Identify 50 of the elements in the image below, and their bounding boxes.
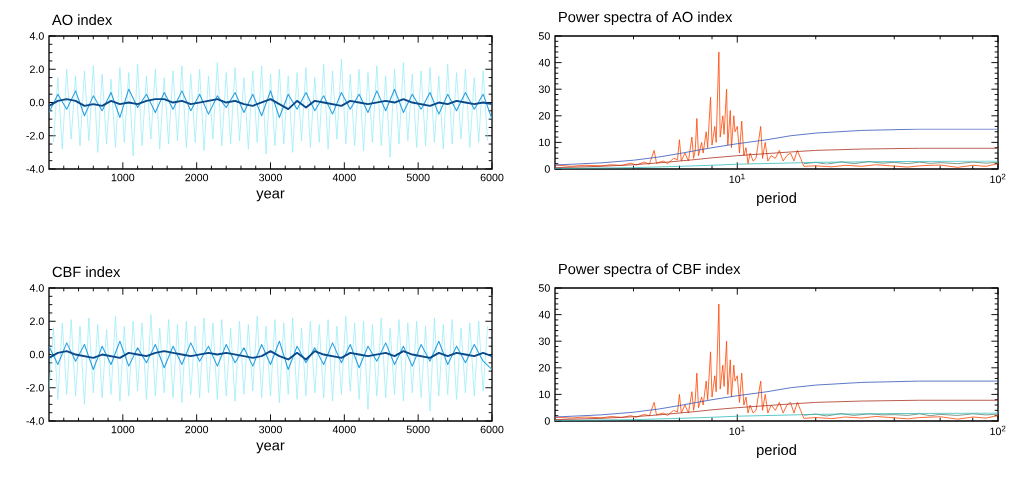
y-tick-label: 4.0 (29, 32, 44, 40)
y-tick-label: 10 (539, 138, 550, 147)
x-axis-title: year (256, 190, 285, 202)
chart-title: AO index (51, 14, 113, 26)
y-tick-label: 50 (538, 32, 550, 40)
y-tick-label: 2.0 (30, 317, 44, 326)
x-axis-title: period (757, 444, 796, 458)
x-tick-label: 1000 (111, 173, 135, 182)
y-tick-label: 30 (538, 337, 550, 345)
x-tick-label: 6000 (480, 425, 504, 434)
y-tick-label: -2.0 (26, 383, 44, 392)
line-series (49, 88, 492, 120)
x-tick-label: 10$^{2}$ (990, 173, 1006, 184)
x-axis-title: year (256, 442, 285, 454)
y-tick-label: 0 (544, 165, 550, 173)
x-tick-label: 10$^{1}$ (729, 425, 745, 436)
x-tick-label: 4000 (332, 425, 356, 434)
y-tick-label: -2.0 (26, 131, 44, 140)
y-tick-label: 50 (538, 284, 550, 292)
y-tick-label: 40 (538, 310, 550, 319)
y-tick-label: 0.0 (29, 350, 44, 359)
y-tick-label: 40 (538, 58, 550, 67)
line-series (49, 340, 492, 371)
y-tick-label: -4.0 (26, 417, 44, 425)
y-tick-label: 2.0 (30, 65, 44, 74)
y-tick-label: 10 (539, 390, 550, 399)
y-tick-label: 20 (538, 364, 550, 372)
x-tick-label: 2000 (185, 173, 209, 182)
chart-title: CBF index (52, 266, 121, 278)
x-tick-label: 5000 (406, 173, 430, 182)
y-tick-label: 4.0 (29, 284, 44, 292)
line-series (49, 314, 488, 412)
x-tick-label: 10$^{2}$ (990, 425, 1006, 436)
x-tick-label: 10$^{1}$ (729, 173, 745, 184)
x-tick-label: 5000 (406, 425, 430, 434)
y-tick-label: 20 (538, 112, 550, 120)
chart-title: Power spectra of CBF index (559, 263, 741, 278)
x-tick-label: 4000 (332, 173, 356, 182)
x-tick-label: 3000 (259, 173, 282, 182)
x-axis-title: period (757, 192, 796, 206)
x-tick-label: 3000 (259, 425, 282, 434)
y-tick-label: 30 (538, 85, 550, 93)
x-tick-label: 6000 (480, 173, 504, 182)
y-tick-label: -4.0 (26, 165, 44, 173)
chart-title: Power spectra of AO index (559, 11, 733, 26)
x-tick-label: 1000 (111, 425, 135, 434)
line-series (53, 58, 488, 158)
x-tick-label: 2000 (185, 425, 209, 434)
y-tick-label: 0 (544, 417, 550, 425)
y-tick-label: 0.0 (29, 98, 44, 107)
